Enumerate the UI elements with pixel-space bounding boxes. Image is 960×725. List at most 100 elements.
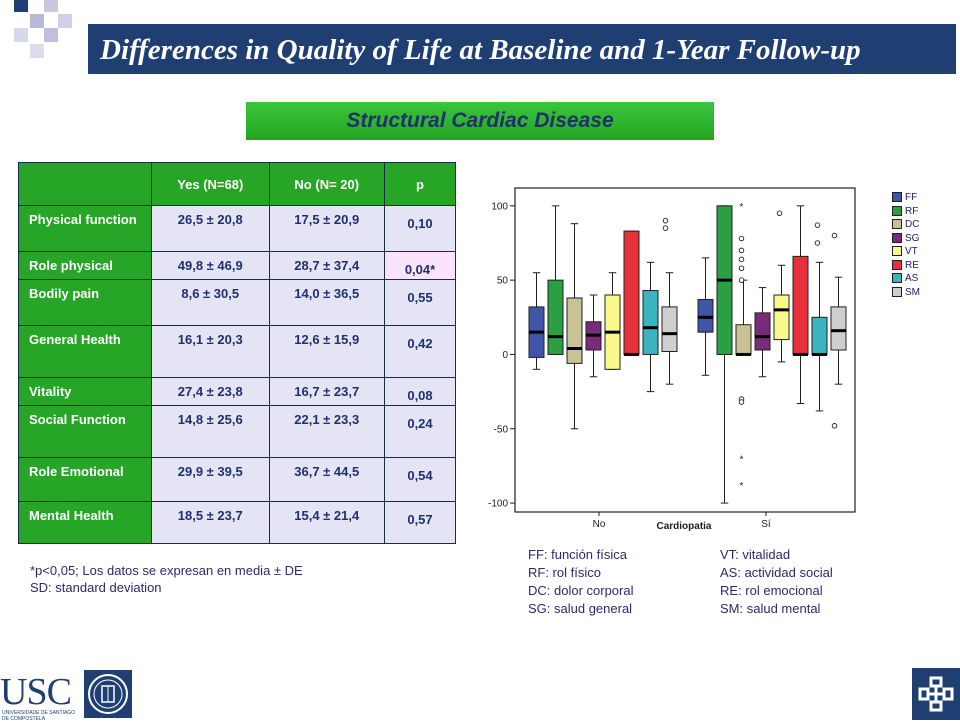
box-vt xyxy=(773,294,790,341)
outlier-point xyxy=(814,240,821,246)
x-tick-label: No xyxy=(593,519,606,530)
legend-swatch xyxy=(892,286,902,297)
box-as xyxy=(642,290,659,355)
legend-label: SM xyxy=(905,286,920,298)
corner-square xyxy=(14,0,28,12)
y-tick-label: -50 xyxy=(494,424,509,435)
no-value: 28,7 ± 37,4 xyxy=(268,251,385,280)
outlier-point xyxy=(831,423,838,429)
outlier-point xyxy=(738,247,745,254)
table-header-no: No (N= 20) xyxy=(268,162,385,206)
yes-value: 49,8 ± 46,9 xyxy=(151,251,270,280)
table-header-row: Yes (N=68) No (N= 20) p xyxy=(18,162,456,206)
logo-subtext: UNIVERSIDADE DE SANTIAGO DE COMPOSTELA xyxy=(2,710,76,722)
outlier-point xyxy=(738,265,745,272)
no-value: 15,4 ± 21,4 xyxy=(268,501,385,544)
table-row: Role physical 49,8 ± 46,9 28,7 ± 37,4 0,… xyxy=(18,251,456,280)
corner-square xyxy=(14,28,28,42)
extreme-point: * xyxy=(740,454,744,465)
box-sm xyxy=(661,306,678,352)
no-value: 16,7 ± 23,7 xyxy=(268,377,385,406)
box-dc xyxy=(735,324,752,355)
title-bar xyxy=(88,24,956,74)
legend-entry: SG xyxy=(892,233,919,244)
y-tick-label: 50 xyxy=(497,276,509,287)
row-label: Bodily pain xyxy=(18,279,152,326)
yes-value: 27,4 ± 23,8 xyxy=(151,377,270,406)
abbreviation-item: SM: salud mental xyxy=(720,601,821,616)
row-label: Physical function xyxy=(18,205,152,252)
box-sm xyxy=(830,306,847,351)
box-rf xyxy=(547,279,564,355)
outlier-point xyxy=(738,235,745,242)
legend-label: SG xyxy=(905,232,920,244)
row-label: Role Emotional xyxy=(18,457,152,502)
legend-swatch xyxy=(892,273,902,284)
legend-swatch xyxy=(892,192,902,203)
university-seal-icon xyxy=(84,670,132,718)
footnote-line: SD: standard deviation xyxy=(30,580,162,595)
chart-legend: FF RF DC SG VT RE AS SM xyxy=(888,183,933,313)
x-axis-label: Cardiopatia xyxy=(656,521,711,532)
yes-value: 14,8 ± 25,6 xyxy=(151,405,270,458)
corner-square xyxy=(30,44,44,58)
legend-entry: AS xyxy=(892,273,918,284)
abbreviation-item: RF: rol físico xyxy=(528,565,601,580)
legend-label: RE xyxy=(905,259,919,271)
footnote-line: *p<0,05; Los datos se expresan en media … xyxy=(30,563,303,578)
legend-label: RF xyxy=(905,205,919,217)
legend-swatch xyxy=(892,205,902,216)
legend-entry: RE xyxy=(892,260,919,271)
outlier-point xyxy=(814,222,821,228)
row-label: Social Function xyxy=(18,405,152,458)
legend-swatch xyxy=(892,246,902,257)
no-value: 22,1 ± 23,3 xyxy=(268,405,385,458)
extreme-point: * xyxy=(740,481,744,492)
box-dc xyxy=(566,297,583,364)
p-value: 0,04* xyxy=(384,251,456,280)
table-row: Mental Health 18,5 ± 23,7 15,4 ± 21,4 0,… xyxy=(18,501,456,544)
legend-entry: DC xyxy=(892,219,919,230)
cross-emblem-icon xyxy=(912,668,960,720)
table-row: Physical function 26,5 ± 20,8 17,5 ± 20,… xyxy=(18,205,456,252)
legend-swatch xyxy=(892,259,902,270)
table-row: Social Function 14,8 ± 25,6 22,1 ± 23,3 … xyxy=(18,405,456,458)
x-tick-label: Sí xyxy=(761,519,771,530)
p-value: 0,57 xyxy=(384,501,456,544)
abbreviation-item: AS: actividad social xyxy=(720,565,833,580)
y-tick-label: 0 xyxy=(502,350,508,361)
p-value: 0,10 xyxy=(384,205,456,252)
logo-wordmark: USC xyxy=(0,671,72,713)
legend-label: FF xyxy=(905,192,918,203)
p-value: 0,54 xyxy=(384,457,456,502)
y-tick-label: -100 xyxy=(488,499,508,510)
table-header-yes: Yes (N=68) xyxy=(151,162,270,206)
legend-entry: SM xyxy=(892,287,920,298)
box-re xyxy=(792,255,809,355)
row-label: General Health xyxy=(18,325,152,378)
abbreviation-column-right: VT: vitalidad AS: actividad social RE: r… xyxy=(720,546,833,618)
outlier-point xyxy=(776,210,783,217)
p-value: 0,08 xyxy=(384,377,456,406)
legend-label: VT xyxy=(905,246,918,257)
usc-logo: USC UNIVERSIDADE DE SANTIAGO DE COMPOSTE… xyxy=(0,668,132,722)
corner-square xyxy=(44,0,58,12)
table-row: General Health 16,1 ± 20,3 12,6 ± 15,9 0… xyxy=(18,325,456,378)
p-value: 0,42 xyxy=(384,325,456,378)
legend-entry: FF xyxy=(892,192,917,203)
abbreviation-item: RE: rol emocional xyxy=(720,583,823,598)
legend-label: AS xyxy=(905,273,919,284)
no-value: 12,6 ± 15,9 xyxy=(268,325,385,378)
box-re xyxy=(623,230,640,355)
table-footnote: *p<0,05; Los datos se expresan en media … xyxy=(30,562,303,596)
p-value: 0,24 xyxy=(384,405,456,458)
y-tick-label: 100 xyxy=(491,201,508,212)
legend-label: DC xyxy=(905,219,920,230)
page-title: Differences in Quality of Life at Baseli… xyxy=(100,34,861,66)
subtitle-banner: Structural Cardiac Disease xyxy=(246,102,714,140)
yes-value: 29,9 ± 39,5 xyxy=(151,457,270,502)
results-table: Yes (N=68) No (N= 20) p Physical functio… xyxy=(18,162,456,544)
corner-square xyxy=(44,28,58,42)
abbreviation-column-left: FF: función física RF: rol físico DC: do… xyxy=(528,546,634,618)
no-value: 36,7 ± 44,5 xyxy=(268,457,385,502)
